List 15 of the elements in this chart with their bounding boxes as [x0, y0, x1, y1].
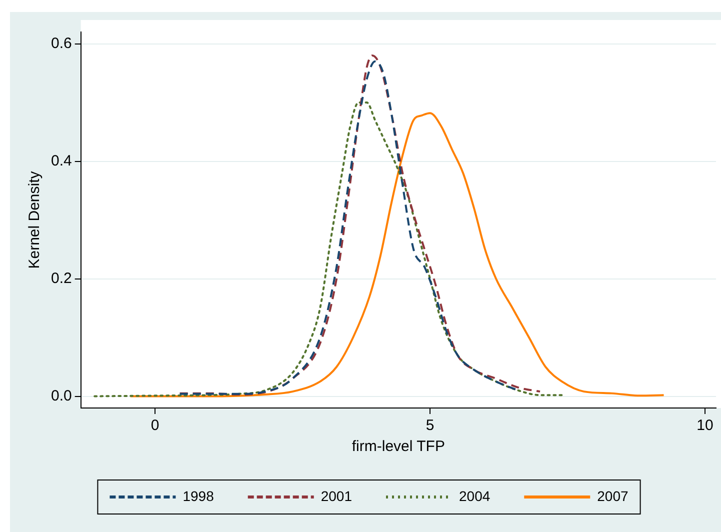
y-axis-title: Kernel Density — [26, 170, 44, 269]
x-tick-label: 10 — [696, 417, 714, 434]
line-series — [129, 112, 665, 398]
y-tick-label: 0.2 — [50, 270, 72, 287]
y-tick-label: 0.0 — [50, 387, 72, 404]
x-axis-title: firm-level TFP — [352, 438, 445, 456]
y-tick-label: 0.4 — [50, 152, 72, 170]
x-tick-label: 0 — [150, 417, 160, 434]
legend-label: 2007 — [597, 488, 629, 504]
x-tick-label: 5 — [426, 417, 434, 434]
legend-label: 2001 — [320, 488, 352, 504]
legend-label: 2004 — [459, 488, 490, 504]
y-tick-label: 0.6 — [50, 34, 72, 52]
legend-label: 1998 — [182, 488, 214, 504]
line-series — [94, 102, 565, 398]
